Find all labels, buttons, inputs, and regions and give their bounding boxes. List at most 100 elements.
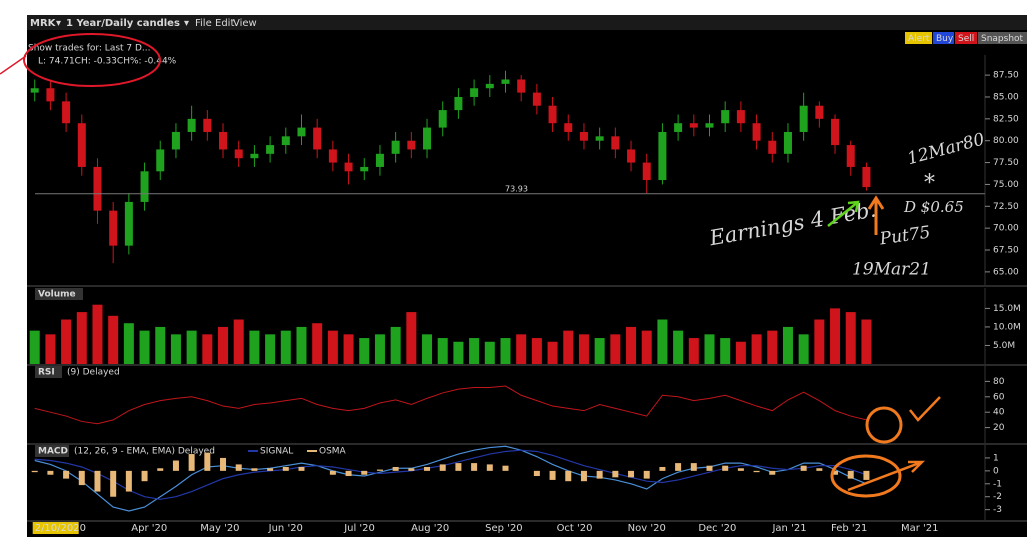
candle-body <box>517 79 526 93</box>
macd-circle <box>830 454 902 498</box>
snapshot-button[interactable] <box>978 32 1027 44</box>
y-tick-label: 75.00 <box>993 180 1019 190</box>
volume-bar <box>202 334 213 364</box>
osma-bar <box>628 470 635 478</box>
candle-body <box>815 105 824 119</box>
osma-bar <box>31 470 38 473</box>
candle-body <box>689 123 698 128</box>
period[interactable]: 1 Year/Daily candles <box>66 18 180 29</box>
dropdown-arrow[interactable]: ▾ <box>56 18 61 29</box>
y-tick-label: 80.00 <box>993 136 1019 146</box>
show-trades[interactable]: Show trades for: Last 7 D... <box>28 44 151 54</box>
candle-body <box>360 166 369 172</box>
osma-bar <box>220 457 227 471</box>
candle-body <box>77 123 86 167</box>
volume-bar <box>516 334 527 364</box>
volume-bar <box>296 326 307 364</box>
dropdown-arrow[interactable]: ▾ <box>184 18 189 29</box>
candle-body <box>454 96 463 111</box>
legend-label: OSMA <box>319 447 347 457</box>
volume-bar <box>139 330 150 364</box>
osma-bar <box>235 464 242 471</box>
quote: L: 74.71CH: -0.33CH%: -0.44% <box>38 57 177 67</box>
y-tick-label: 87.50 <box>993 71 1019 81</box>
volume-bar <box>218 326 229 364</box>
volume-bar <box>280 330 291 364</box>
sell-label[interactable]: Sell <box>958 34 974 44</box>
volume-bar <box>123 323 134 364</box>
candle-body <box>313 127 322 150</box>
volume-bar <box>688 338 699 364</box>
alert-button[interactable] <box>905 32 932 44</box>
candle-body <box>109 210 118 246</box>
candle-body <box>548 105 557 124</box>
volume-bar <box>327 330 338 364</box>
menu-view[interactable]: View <box>233 18 257 29</box>
volume-bar <box>578 334 589 364</box>
y-tick-label: 77.50 <box>993 158 1019 168</box>
x-tick-label: Jun '20 <box>268 523 303 534</box>
candle-body <box>721 110 730 124</box>
candle-body <box>752 123 761 141</box>
buy-label[interactable]: Buy <box>936 34 954 44</box>
symbol[interactable]: MRK <box>30 18 57 29</box>
candle-body <box>611 136 620 150</box>
osma-bar <box>47 470 54 475</box>
macd-line <box>34 445 867 512</box>
volume-bar <box>641 330 652 364</box>
alert-label[interactable]: Alert <box>908 34 930 44</box>
y-tick-label: 20 <box>993 423 1005 433</box>
panel-title-bg <box>35 288 83 300</box>
osma-bar <box>596 470 603 479</box>
x-tick-label: May '20 <box>200 523 239 534</box>
volume-bar <box>108 315 119 364</box>
osma-bar <box>863 470 870 480</box>
candle-body <box>93 166 102 211</box>
candle-body <box>391 140 400 154</box>
volume-bar <box>782 326 793 364</box>
sell-button[interactable] <box>955 32 977 44</box>
checkmark <box>909 396 941 422</box>
panel-title: MACD <box>38 447 68 457</box>
candle-body <box>344 162 353 172</box>
candle-body <box>470 88 479 97</box>
expiry-note: 19Mar21 <box>852 260 931 280</box>
candle-body <box>62 101 71 124</box>
osma-bar <box>769 470 776 475</box>
volume-bar <box>563 330 574 364</box>
osma-bar <box>832 470 839 475</box>
buy-button[interactable] <box>933 32 954 44</box>
candle-body <box>375 153 384 167</box>
candle-body <box>407 140 416 150</box>
volume-bar <box>720 338 731 364</box>
volume-bar <box>704 334 715 364</box>
candle-body <box>281 136 290 146</box>
volume-bar <box>610 334 621 364</box>
panel-title: Volume <box>38 290 76 300</box>
volume-bar <box>767 330 778 364</box>
candle-body <box>642 162 651 181</box>
volume-bar <box>312 323 323 364</box>
x-tick-label: Oct '20 <box>557 523 593 534</box>
volume-bar <box>422 334 433 364</box>
menu-edit[interactable]: Edit <box>215 18 234 29</box>
plot: 65.00 67.50 70.00 72.50 75.00 77.50 80.00 82.50… <box>27 55 1027 534</box>
candle-body <box>595 136 604 141</box>
x-tick-label: Feb '21 <box>831 523 867 534</box>
y-tick-label: 70.00 <box>993 224 1019 234</box>
osma-bar <box>204 452 211 471</box>
date-highlight <box>32 522 79 534</box>
candle-body <box>579 131 588 141</box>
volume-bar <box>469 338 480 364</box>
x-tick-label: Jul '20 <box>343 523 375 534</box>
candle-body <box>627 149 636 163</box>
candle-body <box>799 105 808 132</box>
snapshot-label[interactable]: Snapshot <box>981 34 1024 44</box>
volume-bar <box>155 326 166 364</box>
x-tick-label: Aug '20 <box>411 523 449 534</box>
panel-title-bg <box>35 366 62 378</box>
volume-bar <box>233 319 244 364</box>
candle-body <box>705 123 714 128</box>
menu-file[interactable]: File <box>195 18 212 29</box>
y-tick-label: 10.0M <box>993 322 1021 332</box>
